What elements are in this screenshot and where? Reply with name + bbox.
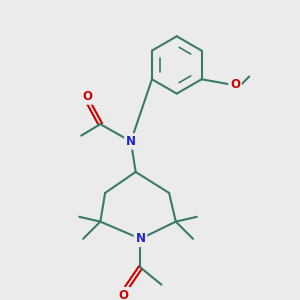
Text: O: O bbox=[118, 289, 128, 300]
Text: N: N bbox=[135, 232, 146, 245]
Text: O: O bbox=[82, 90, 92, 103]
Text: O: O bbox=[230, 78, 240, 91]
Text: N: N bbox=[126, 135, 136, 148]
